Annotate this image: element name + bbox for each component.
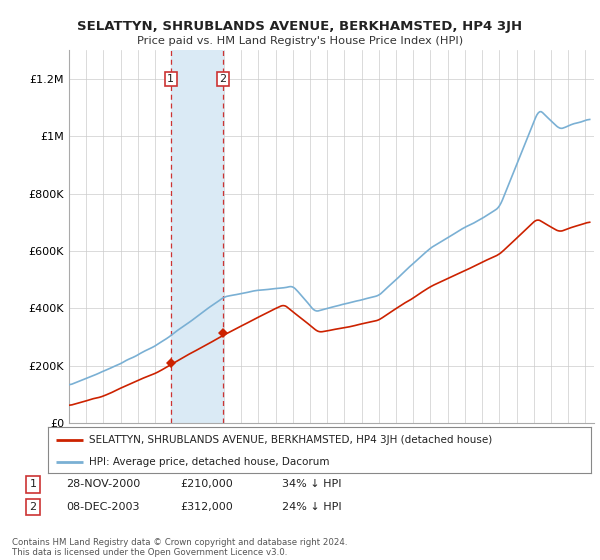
Text: SELATTYN, SHRUBLANDS AVENUE, BERKHAMSTED, HP4 3JH (detached house): SELATTYN, SHRUBLANDS AVENUE, BERKHAMSTED…	[89, 435, 492, 445]
Text: 28-NOV-2000: 28-NOV-2000	[66, 479, 140, 489]
Text: SELATTYN, SHRUBLANDS AVENUE, BERKHAMSTED, HP4 3JH: SELATTYN, SHRUBLANDS AVENUE, BERKHAMSTED…	[77, 20, 523, 32]
Text: 2: 2	[29, 502, 37, 512]
Text: 2: 2	[219, 74, 226, 84]
Text: 1: 1	[167, 74, 174, 84]
Text: 24% ↓ HPI: 24% ↓ HPI	[282, 502, 341, 512]
Text: £312,000: £312,000	[180, 502, 233, 512]
Text: £210,000: £210,000	[180, 479, 233, 489]
Text: Contains HM Land Registry data © Crown copyright and database right 2024.
This d: Contains HM Land Registry data © Crown c…	[12, 538, 347, 557]
Text: 34% ↓ HPI: 34% ↓ HPI	[282, 479, 341, 489]
Bar	[171, 50, 223, 423]
Text: Price paid vs. HM Land Registry's House Price Index (HPI): Price paid vs. HM Land Registry's House …	[137, 36, 463, 46]
Text: 1: 1	[29, 479, 37, 489]
Text: 08-DEC-2003: 08-DEC-2003	[66, 502, 139, 512]
Text: HPI: Average price, detached house, Dacorum: HPI: Average price, detached house, Daco…	[89, 457, 329, 466]
